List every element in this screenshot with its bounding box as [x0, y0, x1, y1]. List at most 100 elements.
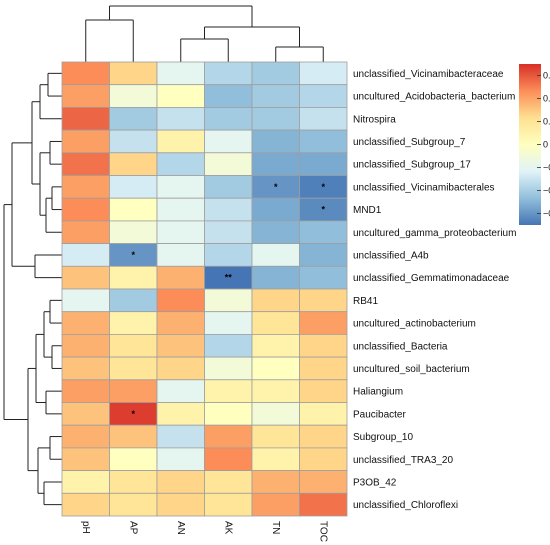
- row-dendrogram: [3, 72, 62, 506]
- heatmap-cell-Paucibacter-TOC: [299, 402, 348, 426]
- heatmap-cell-RB41-AP: [109, 288, 158, 313]
- heatmap-cell-unclassified_Chloroflexi-TN: [251, 492, 300, 517]
- heatmap-cell-unclassified_Chloroflexi-AP: [109, 492, 158, 517]
- significance-mark: *: [321, 182, 325, 192]
- heatmap-cell-Haliangium-AK: [204, 379, 253, 403]
- heatmap-cell-uncultured_Acidobacteria_bacterium-TOC: [299, 84, 348, 108]
- heatmap-cell-RB41-AK: [204, 288, 253, 313]
- heatmap-cell-Haliangium-pH: [61, 379, 110, 403]
- colorbar-tick-label: −0.6: [543, 209, 550, 219]
- heatmap-cell-unclassified_Vicinamibacteraceae-AK: [204, 61, 253, 86]
- heatmap-cell-uncultured_gamma_proteobacterium-pH: [61, 220, 110, 244]
- heatmap-cell-uncultured_gamma_proteobacterium-AK: [204, 220, 253, 244]
- significance-mark: *: [131, 409, 135, 419]
- heatmap-cell-unclassified_Vicinamibacteraceae-AP: [109, 61, 158, 86]
- colorbar: 0.6 0.4 0.2 0 −0.2 −0.4 −0.6: [519, 64, 550, 225]
- heatmap-cell-MND1-AK: [204, 197, 253, 222]
- heatmap-cell-unclassified_TRA3_20-AN: [156, 447, 205, 471]
- row-label-Subgroup_10: Subgroup_10: [353, 432, 413, 443]
- significance-mark: *: [131, 250, 135, 260]
- heatmap-cell-unclassified_Subgroup_7-pH: [61, 129, 110, 154]
- row-label-RB41: RB41: [353, 296, 378, 307]
- heatmap-cell-Nitrospira-AN: [156, 107, 205, 131]
- heatmap-cell-unclassified_Chloroflexi-AK: [204, 492, 253, 517]
- heatmap-cell-unclassified_Subgroup_7-AK: [204, 129, 253, 154]
- heatmap-cell-unclassified_Vicinamibacteraceae-TOC: [299, 61, 348, 86]
- significance-marks: * ******: [131, 182, 325, 419]
- heatmap-cell-Paucibacter-AK: [204, 402, 253, 426]
- heatmap-cell-uncultured_actinobacterium-AN: [156, 311, 205, 335]
- heatmap-cell-RB41-TN: [251, 288, 300, 313]
- heatmap-cell-MND1-AN: [156, 197, 205, 222]
- heatmap-cell-unclassified_Gemmatimonadaceae-AP: [109, 265, 158, 290]
- heatmap-cell-Subgroup_10-AP: [109, 424, 158, 449]
- heatmap-cell-unclassified_Gemmatimonadaceae-TOC: [299, 265, 348, 290]
- heatmap-cell-Subgroup_10-AN: [156, 424, 205, 449]
- heatmap-cell-unclassified_Bacteria-TOC: [299, 333, 348, 358]
- heatmap-cell-Paucibacter-TN: [251, 402, 300, 426]
- heatmap-cell-unclassified_Chloroflexi-pH: [61, 492, 110, 517]
- heatmap-cell-unclassified_Subgroup_17-pH: [61, 152, 110, 176]
- heatmap-cell-unclassified_Vicinamibacteraceae-pH: [61, 61, 110, 86]
- heatmap-cell-unclassified_A4b-TN: [251, 243, 300, 267]
- heatmap-cell-uncultured_gamma_proteobacterium-TN: [251, 220, 300, 244]
- heatmap-cell-uncultured_soil_bacterium-TN: [251, 356, 300, 381]
- heatmap-cell-uncultured_gamma_proteobacterium-AN: [156, 220, 205, 244]
- heatmap-cell-unclassified_Bacteria-AN: [156, 333, 205, 358]
- heatmap-cell-Nitrospira-AP: [109, 107, 158, 131]
- heatmap-cell-P3OB_42-TN: [251, 470, 300, 494]
- heatmap-cell-unclassified_TRA3_20-AK: [204, 447, 253, 471]
- heatmap-cell-Paucibacter-AN: [156, 402, 205, 426]
- colorbar-tick-label: 0.2: [543, 117, 550, 127]
- heatmap-cell-P3OB_42-pH: [61, 470, 110, 494]
- heatmap-cell-uncultured_actinobacterium-TOC: [299, 311, 348, 335]
- heatmap-cell-unclassified_Subgroup_17-TOC: [299, 152, 348, 176]
- row-label-unclassified_Gemmatimonadaceae: unclassified_Gemmatimonadaceae: [353, 273, 510, 284]
- row-label-uncultured_actinobacterium: uncultured_actinobacterium: [353, 319, 476, 330]
- heatmap-cell-uncultured_gamma_proteobacterium-AP: [109, 220, 158, 244]
- row-label-unclassified_Subgroup_7: unclassified_Subgroup_7: [353, 137, 466, 148]
- heatmap-cells: [61, 61, 348, 517]
- heatmap-cell-unclassified_TRA3_20-TN: [251, 447, 300, 471]
- heatmap-cell-unclassified_A4b-TOC: [299, 243, 348, 267]
- colorbar-tick-label: 0.4: [543, 94, 550, 104]
- heatmap-cell-uncultured_soil_bacterium-TOC: [299, 356, 348, 381]
- column-label-AK: AK: [222, 521, 233, 535]
- heatmap-cell-unclassified_Chloroflexi-TOC: [299, 492, 348, 517]
- row-label-P3OB_42: P3OB_42: [353, 477, 397, 488]
- heatmap-cell-MND1-AP: [109, 197, 158, 222]
- column-label-TOC: TOC: [317, 521, 328, 542]
- heatmap-cell-unclassified_Vicinamibacteraceae-TN: [251, 61, 300, 86]
- heatmap-cell-P3OB_42-TOC: [299, 470, 348, 494]
- heatmap-cell-unclassified_Subgroup_7-TOC: [299, 129, 348, 154]
- heatmap-cell-unclassified_A4b-pH: [61, 243, 110, 267]
- significance-mark: *: [321, 205, 325, 215]
- heatmap-cell-Subgroup_10-pH: [61, 424, 110, 449]
- heatmap-cell-P3OB_42-AK: [204, 470, 253, 494]
- heatmap-cell-uncultured_actinobacterium-AK: [204, 311, 253, 335]
- heatmap-cell-unclassified_Bacteria-pH: [61, 333, 110, 358]
- heatmap-cell-unclassified_TRA3_20-pH: [61, 447, 110, 471]
- heatmap-cell-uncultured_actinobacterium-pH: [61, 311, 110, 335]
- heatmap-cell-MND1-TN: [251, 197, 300, 222]
- row-label-uncultured_soil_bacterium: uncultured_soil_bacterium: [353, 364, 470, 375]
- colorbar-gradient: [519, 64, 541, 225]
- row-label-unclassified_Vicinamibacterales: unclassified_Vicinamibacterales: [353, 182, 495, 193]
- heatmap-cell-Nitrospira-AK: [204, 107, 253, 131]
- heatmap-cell-unclassified_Subgroup_17-TN: [251, 152, 300, 176]
- colorbar-tick-label: 0.6: [543, 71, 550, 81]
- significance-mark: **: [225, 273, 233, 283]
- heatmap-cell-unclassified_Chloroflexi-AN: [156, 492, 205, 517]
- heatmap-cell-Subgroup_10-AK: [204, 424, 253, 449]
- heatmap-cell-unclassified_Subgroup_17-AP: [109, 152, 158, 176]
- heatmap-cell-unclassified_Vicinamibacterales-AK: [204, 175, 253, 199]
- heatmap-cell-unclassified_Bacteria-TN: [251, 333, 300, 358]
- heatmap-cell-uncultured_soil_bacterium-AP: [109, 356, 158, 381]
- heatmap-cell-P3OB_42-AP: [109, 470, 158, 494]
- heatmap-cell-unclassified_Subgroup_7-TN: [251, 129, 300, 154]
- heatmap-cell-uncultured_actinobacterium-AP: [109, 311, 158, 335]
- heatmap-cell-Nitrospira-TOC: [299, 107, 348, 131]
- row-label-unclassified_Vicinamibacteraceae: unclassified_Vicinamibacteraceae: [353, 69, 504, 80]
- row-label-uncultured_gamma_proteobacterium: uncultured_gamma_proteobacterium: [353, 228, 516, 239]
- heatmap-cell-unclassified_A4b-AN: [156, 243, 205, 267]
